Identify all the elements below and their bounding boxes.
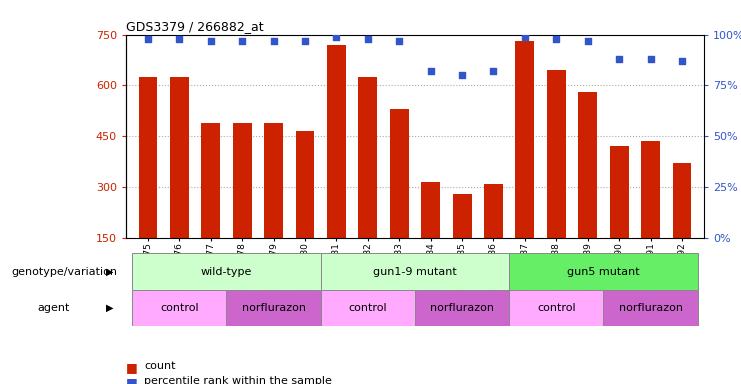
Text: percentile rank within the sample: percentile rank within the sample bbox=[144, 376, 333, 384]
Point bbox=[488, 68, 499, 74]
Point bbox=[582, 38, 594, 44]
Bar bbox=[139, 77, 157, 289]
Bar bbox=[547, 70, 565, 289]
Bar bbox=[603, 290, 698, 326]
Text: wild-type: wild-type bbox=[201, 266, 252, 277]
Bar bbox=[227, 290, 321, 326]
Text: gun5 mutant: gun5 mutant bbox=[567, 266, 639, 277]
Text: ■: ■ bbox=[126, 376, 142, 384]
Text: ■: ■ bbox=[126, 361, 142, 374]
Bar bbox=[296, 131, 314, 289]
Text: norflurazon: norflurazon bbox=[619, 303, 682, 313]
Point bbox=[142, 36, 154, 42]
Point bbox=[425, 68, 436, 74]
Point bbox=[173, 36, 185, 42]
Bar bbox=[132, 253, 321, 290]
Point bbox=[205, 38, 216, 44]
Point bbox=[645, 56, 657, 62]
Point bbox=[551, 36, 562, 42]
Text: genotype/variation: genotype/variation bbox=[11, 266, 117, 277]
Bar bbox=[327, 45, 346, 289]
Bar bbox=[233, 123, 252, 289]
Text: norflurazon: norflurazon bbox=[242, 303, 305, 313]
Point bbox=[676, 58, 688, 64]
Bar bbox=[132, 290, 227, 326]
Point bbox=[456, 72, 468, 78]
Point bbox=[330, 33, 342, 40]
Point bbox=[614, 56, 625, 62]
Point bbox=[519, 33, 531, 40]
Bar bbox=[578, 92, 597, 289]
Bar bbox=[202, 123, 220, 289]
Bar bbox=[484, 184, 503, 289]
Point bbox=[362, 36, 373, 42]
Point bbox=[268, 38, 279, 44]
Bar bbox=[641, 141, 660, 289]
Text: ▶: ▶ bbox=[106, 266, 113, 277]
Bar bbox=[453, 194, 471, 289]
Text: gun1-9 mutant: gun1-9 mutant bbox=[373, 266, 457, 277]
Text: agent: agent bbox=[37, 303, 70, 313]
Bar bbox=[509, 253, 698, 290]
Bar bbox=[415, 290, 509, 326]
Bar bbox=[516, 41, 534, 289]
Bar bbox=[421, 182, 440, 289]
Text: GDS3379 / 266882_at: GDS3379 / 266882_at bbox=[126, 20, 264, 33]
Text: count: count bbox=[144, 361, 176, 371]
Bar bbox=[321, 290, 415, 326]
Bar bbox=[390, 109, 409, 289]
Point bbox=[393, 38, 405, 44]
Point bbox=[236, 38, 248, 44]
Text: norflurazon: norflurazon bbox=[430, 303, 494, 313]
Text: control: control bbox=[348, 303, 387, 313]
Bar bbox=[359, 77, 377, 289]
Bar bbox=[673, 164, 691, 289]
Bar bbox=[610, 147, 628, 289]
Bar bbox=[509, 290, 603, 326]
Point bbox=[299, 38, 311, 44]
Text: control: control bbox=[537, 303, 576, 313]
Bar bbox=[321, 253, 509, 290]
Bar bbox=[265, 123, 283, 289]
Text: ▶: ▶ bbox=[106, 303, 113, 313]
Text: control: control bbox=[160, 303, 199, 313]
Bar bbox=[170, 77, 189, 289]
